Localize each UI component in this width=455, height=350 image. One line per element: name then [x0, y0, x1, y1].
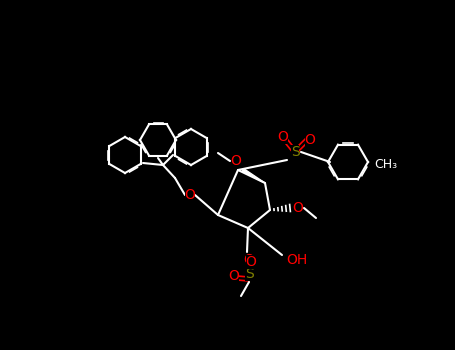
- Text: CH₃: CH₃: [374, 158, 398, 170]
- Text: O: O: [185, 188, 196, 202]
- Text: O: O: [293, 201, 303, 215]
- Polygon shape: [242, 169, 265, 183]
- Text: O: O: [304, 133, 315, 147]
- Text: O: O: [231, 154, 242, 168]
- Text: S: S: [291, 145, 299, 159]
- Text: O: O: [228, 269, 239, 283]
- Text: OH: OH: [286, 253, 308, 267]
- Text: O: O: [243, 253, 254, 267]
- Text: S: S: [245, 267, 253, 281]
- Text: O: O: [278, 130, 288, 144]
- Text: O: O: [246, 255, 257, 269]
